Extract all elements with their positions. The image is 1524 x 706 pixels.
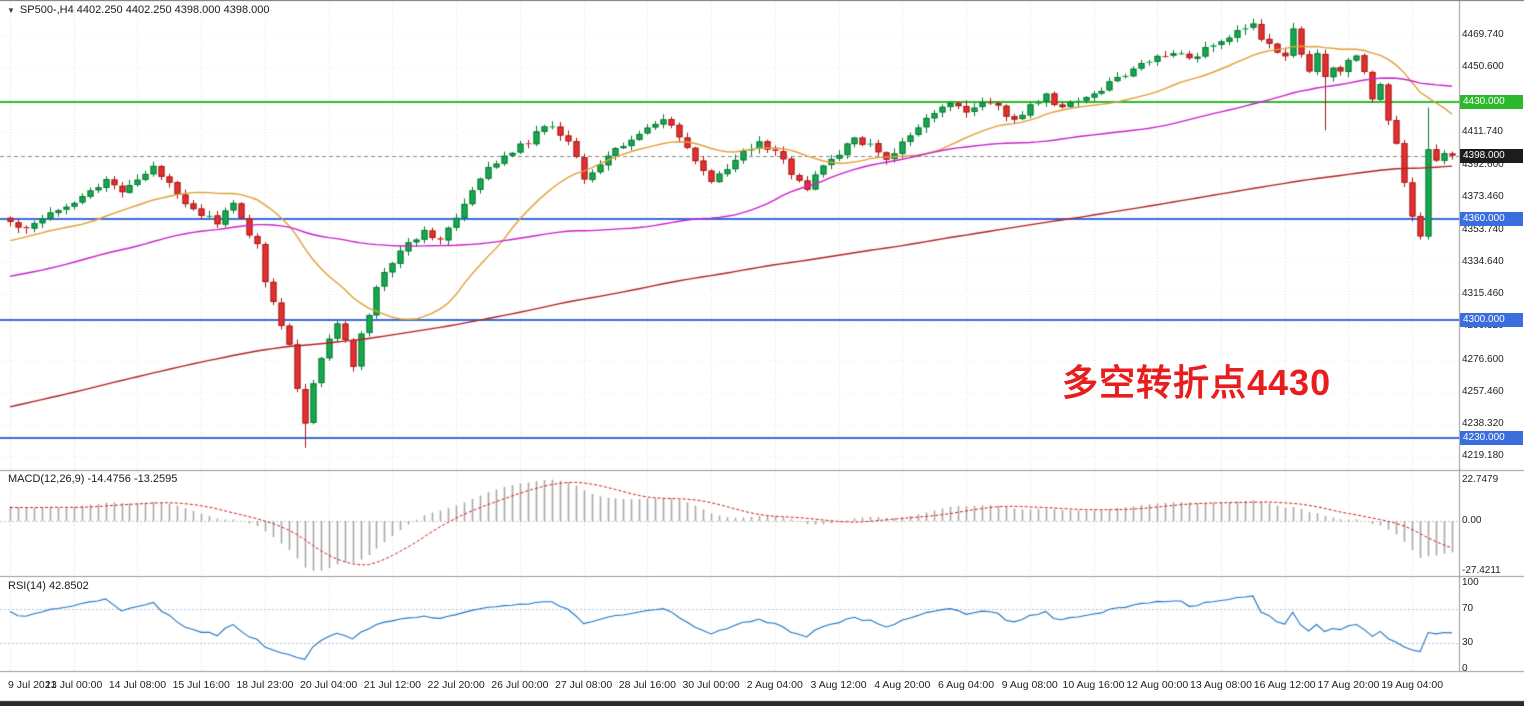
time-axis-label: 12 Aug 00:00 [1126,679,1189,691]
macd-axis-label: 22.7479 [1462,473,1499,485]
rsi-axis-label: 70 [1462,602,1474,614]
price-tag: 4300.000 [1460,313,1523,328]
time-axis-label: 26 Jul 00:00 [491,679,549,691]
time-axis-label: 21 Jul 12:00 [363,679,421,691]
time-axis-label: 18 Jul 23:00 [236,679,294,691]
time-axis-label: 4 Aug 20:00 [874,679,931,691]
time-axis-label: 17 Aug 20:00 [1317,679,1380,691]
price-axis-label: 4238.320 [1462,417,1504,429]
price-tag: 4398.000 [1460,148,1523,163]
price-axis-label: 4411.740 [1462,126,1503,138]
rsi-axis-label: 0 [1462,663,1468,674]
price-axis-label: 4276.600 [1462,353,1504,365]
time-axis-label: 28 Jul 16:00 [618,679,676,691]
price-tag: 4360.000 [1460,212,1523,227]
macd-indicator-label: MACD(12,26,9) -14.4756 -13.2595 [8,473,178,485]
price-axis-label: 4219.180 [1462,450,1504,461]
price-axis-label: 4315.460 [1462,288,1504,300]
chevron-down-icon[interactable]: ▼ [7,5,15,15]
time-axis-label: 9 Jul 2021 [8,679,57,691]
time-axis-label: 10 Aug 16:00 [1062,679,1125,691]
price-tag: 4430.000 [1460,94,1523,109]
rsi-axis-label: 30 [1462,637,1474,649]
rsi-indicator-label: RSI(14) 42.8502 [8,580,89,592]
price-axis-label: 4334.640 [1462,256,1504,267]
macd-axis-label: 0.00 [1462,515,1482,526]
price-tag: 4230.000 [1460,430,1523,445]
time-axis-label: 2 Aug 04:00 [746,679,803,691]
time-axis-label: 30 Jul 00:00 [682,679,740,691]
price-axis-label: 4450.600 [1462,61,1504,73]
time-axis-label: 6 Aug 04:00 [937,679,995,691]
price-annotation: 多空转折点4430 [1062,362,1332,403]
price-axis-label: 4257.460 [1462,385,1504,397]
time-axis-label: 20 Jul 04:00 [300,679,358,691]
time-axis-label: 3 Aug 12:00 [810,679,867,691]
macd-axis-label: -27.4211 [1462,564,1501,576]
time-axis-label: 13 Aug 08:00 [1190,679,1252,691]
time-axis-label: 27 Jul 08:00 [555,679,613,691]
price-axis-label: 4353.740 [1462,223,1504,235]
price-axis-label: 4469.740 [1462,29,1504,40]
time-axis-label: 15 Jul 16:00 [172,679,230,691]
time-axis-label: 19 Aug 04:00 [1381,679,1444,691]
time-axis-label: 9 Aug 08:00 [1001,679,1058,691]
price-axis-label: 4373.460 [1462,190,1504,202]
time-axis-label: 22 Jul 20:00 [427,679,485,691]
time-axis-label: 16 Aug 12:00 [1253,679,1316,691]
symbol-ohlc-label: SP500-,H4 4402.250 4402.250 4398.000 439… [19,4,270,16]
rsi-axis-label: 100 [1462,577,1479,588]
time-axis-label: 13 Jul 00:00 [45,679,103,691]
time-axis-label: 14 Jul 08:00 [108,679,167,691]
symbol-header: ▼ SP500-,H4 4402.250 4402.250 4398.000 4… [7,4,269,16]
price-axis-label: 4392.600 [1462,158,1504,170]
